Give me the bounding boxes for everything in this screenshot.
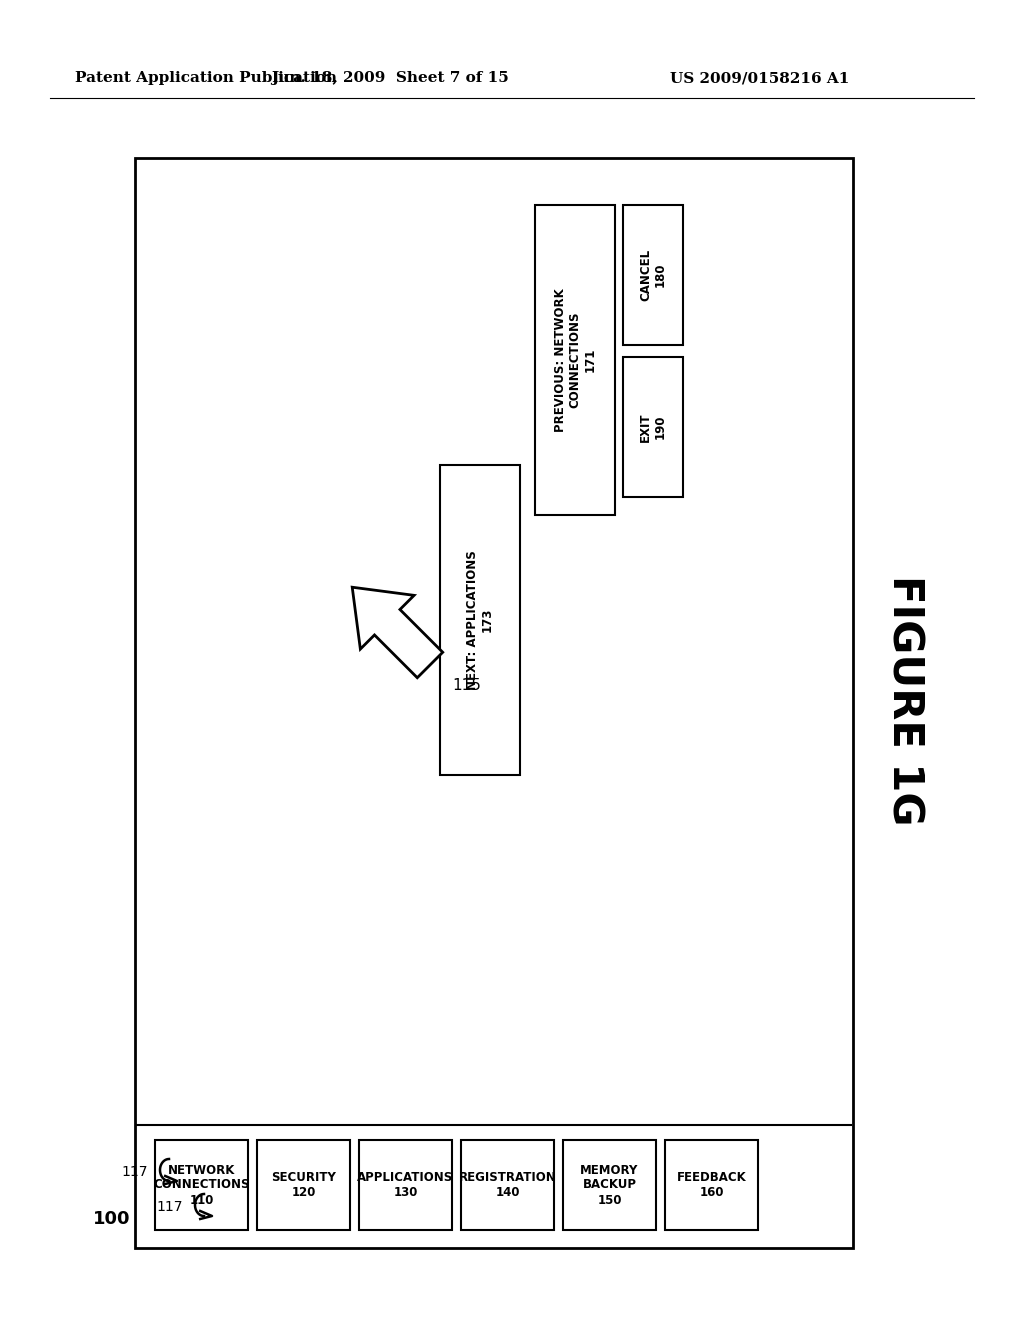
Text: APPLICATIONS
130: APPLICATIONS 130 [357, 1171, 454, 1199]
Bar [665, 1140, 758, 1230]
Bar [359, 1140, 452, 1230]
Text: 100: 100 [92, 1210, 130, 1228]
Bar [440, 465, 520, 775]
Polygon shape [352, 587, 442, 677]
Text: 117: 117 [122, 1166, 148, 1179]
Text: PREVIOUS: NETWORK
CONNECTIONS
171: PREVIOUS: NETWORK CONNECTIONS 171 [554, 288, 597, 432]
Text: REGISTRATION
140: REGISTRATION 140 [459, 1171, 556, 1199]
Text: Jun. 18, 2009  Sheet 7 of 15: Jun. 18, 2009 Sheet 7 of 15 [271, 71, 509, 84]
Bar [257, 1140, 350, 1230]
Text: MEMORY
BACKUP
150: MEMORY BACKUP 150 [581, 1163, 639, 1206]
Text: NETWORK
CONNECTIONS
110: NETWORK CONNECTIONS 110 [154, 1163, 250, 1206]
Bar [623, 205, 683, 345]
Bar [623, 356, 683, 498]
Text: CANCEL
180: CANCEL 180 [639, 249, 667, 301]
Text: Patent Application Publication: Patent Application Publication [75, 71, 337, 84]
Bar [155, 1140, 248, 1230]
Text: NEXT: APPLICATIONS
173: NEXT: APPLICATIONS 173 [466, 550, 494, 690]
Text: 115: 115 [452, 678, 481, 693]
Text: 117: 117 [157, 1200, 183, 1214]
Text: FIGURE 1G: FIGURE 1G [884, 574, 926, 825]
Text: FEEDBACK
160: FEEDBACK 160 [677, 1171, 746, 1199]
Bar [563, 1140, 656, 1230]
Bar [535, 205, 615, 515]
Bar [461, 1140, 554, 1230]
Text: SECURITY
120: SECURITY 120 [271, 1171, 336, 1199]
Bar [135, 158, 853, 1247]
Text: US 2009/0158216 A1: US 2009/0158216 A1 [671, 71, 850, 84]
Text: EXIT
190: EXIT 190 [639, 412, 667, 442]
